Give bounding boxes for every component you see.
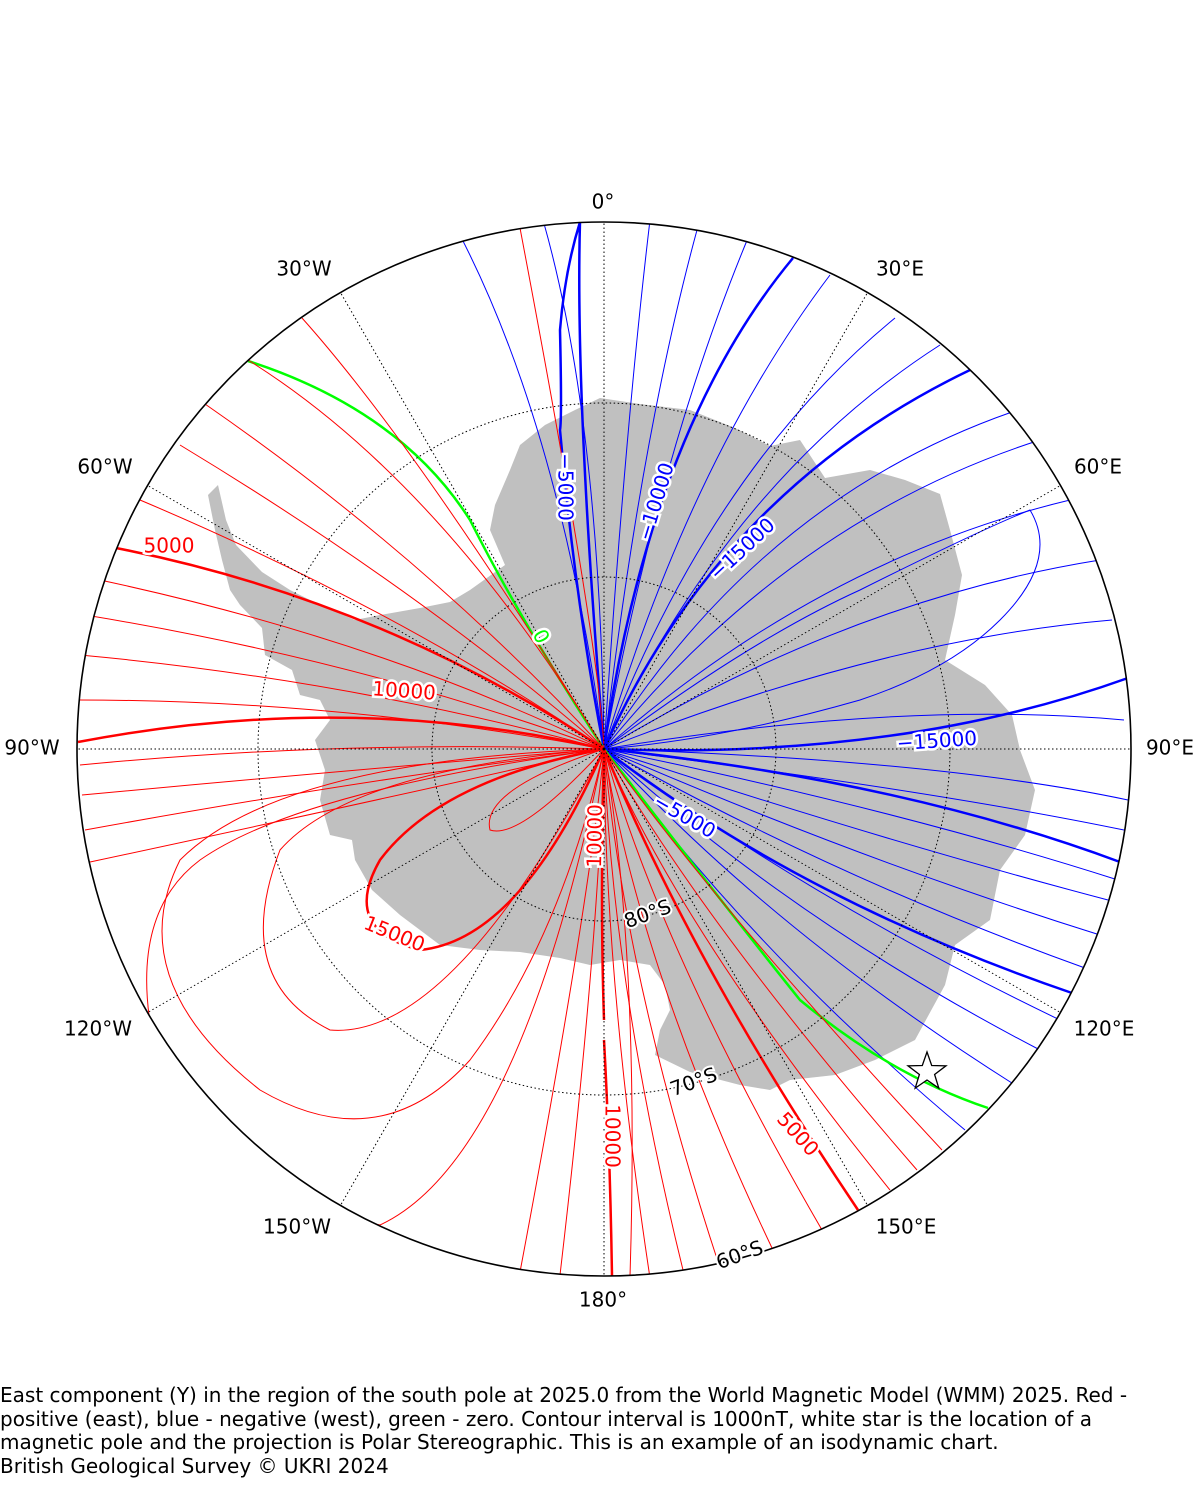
graticule [77, 222, 1131, 1276]
lon-label-90e: 90°E [1146, 736, 1194, 760]
contour-label-pos-10000-outer: 10000 [601, 1104, 625, 1168]
polar-map-canvas: 0° 30°E 60°E 90°E 120°E 150°E 180° 150°W… [4, 190, 1194, 1312]
contour-negative-thin [603, 439, 1041, 750]
contour-positive-thin [488, 748, 605, 832]
contour-positive-thick [600, 748, 606, 1021]
contour-negative-thin [603, 713, 1125, 750]
contour-label-neg-5000-north: −5000 [554, 453, 578, 521]
contour-positive-thin [603, 748, 773, 1249]
contour-negative-thick [602, 257, 794, 750]
contour-negative-thick [558, 222, 606, 750]
contour-negative-thin [603, 411, 1013, 750]
lon-label-30w: 30°W [276, 257, 331, 281]
contour-negative-thick [578, 222, 606, 750]
antarctica-landmass [208, 398, 1035, 1090]
contour-label-pos-5000-west: 5000 [144, 534, 195, 558]
contour-positive-thin [204, 403, 605, 750]
polar-map: 0° 30°E 60°E 90°E 120°E 150°E 180° 150°W… [4, 190, 1194, 1312]
contour-negative-thin [603, 222, 651, 750]
contour-negative-thin [603, 619, 1113, 750]
contour-negative-loop [603, 509, 1041, 750]
contour-negative-thin [603, 748, 1129, 801]
contour-positive-thin [262, 748, 605, 1031]
contour-positive-thin [79, 746, 605, 766]
contour-positive-thick [602, 1039, 614, 1276]
contour-positive-thick [115, 546, 605, 751]
lon-label-0: 0° [592, 190, 615, 214]
lat-ring-70s [257, 402, 951, 1096]
contour-positive-thin [179, 444, 605, 750]
caption-text: East component (Y) in the region of the … [0, 1383, 1128, 1454]
contour-label-pos-10000-inner: 10000 [582, 804, 607, 868]
lon-label-30e: 30°E [876, 257, 924, 281]
contour-negative-thick [603, 748, 1073, 995]
lon-label-120w: 120°W [64, 1017, 132, 1041]
contour-negative-thin [451, 222, 605, 750]
lon-label-150w: 150°W [263, 1215, 331, 1239]
contour-positive-thin [519, 748, 605, 1273]
contour-positive-thin [603, 748, 684, 1271]
contour-positive-thin [603, 748, 943, 1151]
contour-negative-thin [603, 499, 1071, 750]
lon-label-60e: 60°E [1074, 455, 1122, 479]
magnetic-pole-star-icon [906, 1050, 948, 1090]
caption: East component (Y) in the region of the … [0, 1383, 1192, 1478]
contour-negative-thin [603, 748, 1086, 969]
contour-positive-thin [77, 699, 605, 750]
caption-credit: British Geological Survey © UKRI 2024 [0, 1453, 389, 1478]
contour-negative-thin [603, 748, 1109, 901]
contour-positive-thin [301, 317, 605, 750]
contour-positive-thick [602, 748, 860, 1211]
lon-label-60w: 60°W [77, 455, 132, 479]
contour-positive-thick [77, 716, 605, 751]
contour-positive-thin [603, 748, 918, 1171]
contour-label-pos-10000-west: 10000 [372, 676, 437, 704]
contour-zero [247, 359, 606, 750]
contour-negative-thin [603, 748, 1119, 881]
contour-negative-thick [603, 747, 1121, 864]
contour-negative-thin [603, 748, 1041, 1051]
contour-positive-thin [603, 748, 721, 1269]
contour-positive-thin [247, 359, 605, 750]
lon-label-120e: 120°E [1074, 1017, 1135, 1041]
contour-positive-thin [139, 499, 605, 750]
contour-positive-thin [79, 654, 605, 750]
contour-positive-thin [603, 748, 891, 1191]
contour-negative-thick [603, 676, 1129, 752]
contour-positive-thin [84, 748, 605, 831]
contour-negative-thin [603, 229, 698, 750]
contour-negative-thin [603, 274, 831, 750]
contour-positive-thin [603, 748, 633, 1276]
lon-label-180: 180° [579, 1288, 627, 1312]
contour-positive-thin [603, 748, 823, 1231]
contour-positive-thin [161, 748, 605, 1120]
contour-negative-thin [603, 559, 1101, 750]
lon-label-90w: 90°W [4, 736, 59, 760]
contour-negative-thin [603, 317, 896, 750]
contour-negative-thin [603, 748, 1016, 1086]
lon-label-150e: 150°E [876, 1215, 937, 1239]
contour-positive-thin [519, 227, 605, 750]
map-boundary [76, 221, 1132, 1277]
contour-negative-thick [602, 368, 971, 750]
contour-positive-thin [99, 579, 605, 750]
contour-negative-thin [603, 237, 749, 750]
contour-negative-thin [542, 222, 605, 750]
contour-positive-thin [603, 748, 651, 1276]
contour-positive-thin [81, 748, 605, 796]
contour-lines [77, 222, 1129, 1276]
contour-positive-thin [84, 614, 605, 750]
contour-negative-thin [603, 748, 1101, 936]
